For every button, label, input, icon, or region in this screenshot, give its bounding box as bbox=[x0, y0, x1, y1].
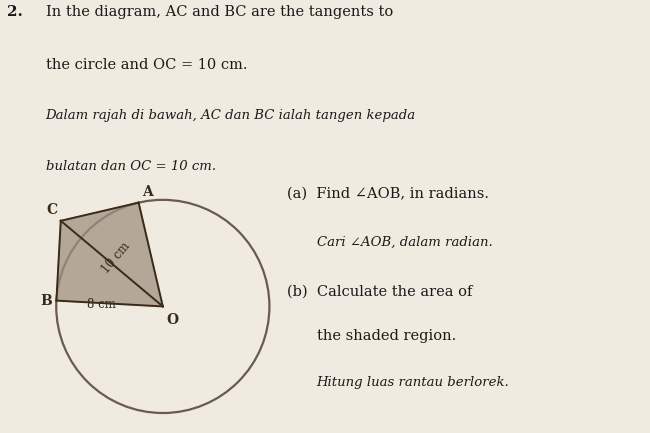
Text: Cari ∠AOB, dalam radian.: Cari ∠AOB, dalam radian. bbox=[317, 236, 492, 249]
Text: the shaded region.: the shaded region. bbox=[317, 329, 456, 343]
Text: C: C bbox=[46, 204, 57, 217]
Text: (a)  Find ∠AOB, in radians.: (a) Find ∠AOB, in radians. bbox=[287, 186, 489, 200]
Text: O: O bbox=[167, 313, 179, 327]
Text: Hitung luas rantau berlorek.: Hitung luas rantau berlorek. bbox=[317, 376, 510, 389]
Text: (b)  Calculate the area of: (b) Calculate the area of bbox=[287, 285, 473, 299]
Text: In the diagram, AC and BC are the tangents to: In the diagram, AC and BC are the tangen… bbox=[46, 6, 393, 19]
Text: Dalam rajah di bawah, AC dan BC ialah tangen kepada: Dalam rajah di bawah, AC dan BC ialah ta… bbox=[46, 109, 415, 122]
Text: A: A bbox=[142, 185, 153, 199]
Text: 2.: 2. bbox=[6, 6, 22, 19]
Text: the circle and OC = 10 cm.: the circle and OC = 10 cm. bbox=[46, 58, 247, 72]
Text: 10 cm: 10 cm bbox=[100, 240, 133, 276]
Polygon shape bbox=[57, 203, 162, 307]
Text: bulatan dan OC = 10 cm.: bulatan dan OC = 10 cm. bbox=[46, 160, 216, 173]
Text: B: B bbox=[40, 294, 52, 307]
Text: 8 cm: 8 cm bbox=[87, 298, 116, 311]
